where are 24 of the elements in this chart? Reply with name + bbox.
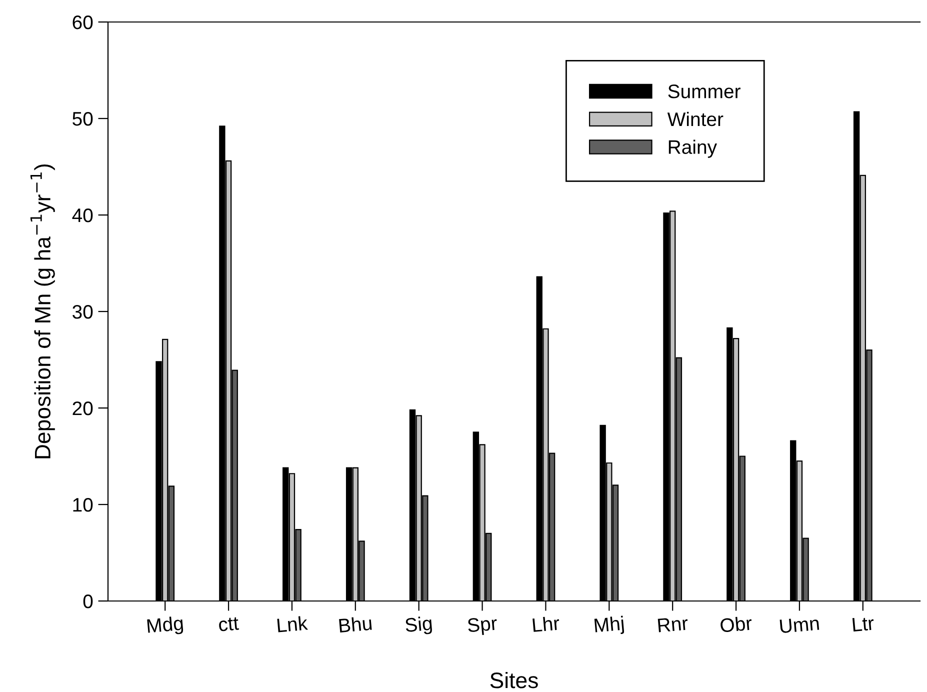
y-tick-label: 20 [72, 401, 93, 416]
y-tick-label: 10 [73, 498, 93, 512]
y-tick-label: 30 [72, 304, 93, 319]
x-tick-label: Rnr [658, 616, 688, 632]
x-tick-label: Ltr [852, 616, 874, 632]
x-tick-label: Sig [404, 616, 432, 636]
x-axis-title: Sites [490, 672, 538, 688]
x-tick-label: Obr [720, 616, 752, 633]
y-tick-label: 60 [72, 15, 93, 30]
x-tick-label: Mdg [147, 616, 184, 637]
x-tick-label: Lnk [277, 616, 308, 632]
y-tick-label: 0 [83, 594, 93, 608]
y-axis-title: Deposition of Mn (g ha$^{−1}$yr$^{−1}$) [30, 164, 55, 458]
x-tick-label: Lhr [532, 616, 560, 632]
x-tick-label: Mhj [594, 616, 624, 636]
legend-label: Summer [668, 84, 740, 98]
x-tick-label: Spr [467, 616, 498, 636]
x-tick-label: ctt [218, 617, 240, 632]
x-tick-label: Bhu [338, 616, 372, 633]
y-tick-label: 40 [72, 208, 93, 222]
legend-label: Rainy [668, 140, 717, 158]
x-tick-label: Umn [780, 616, 820, 634]
legend-label: Winter [667, 112, 724, 126]
y-tick-label: 50 [72, 112, 93, 126]
